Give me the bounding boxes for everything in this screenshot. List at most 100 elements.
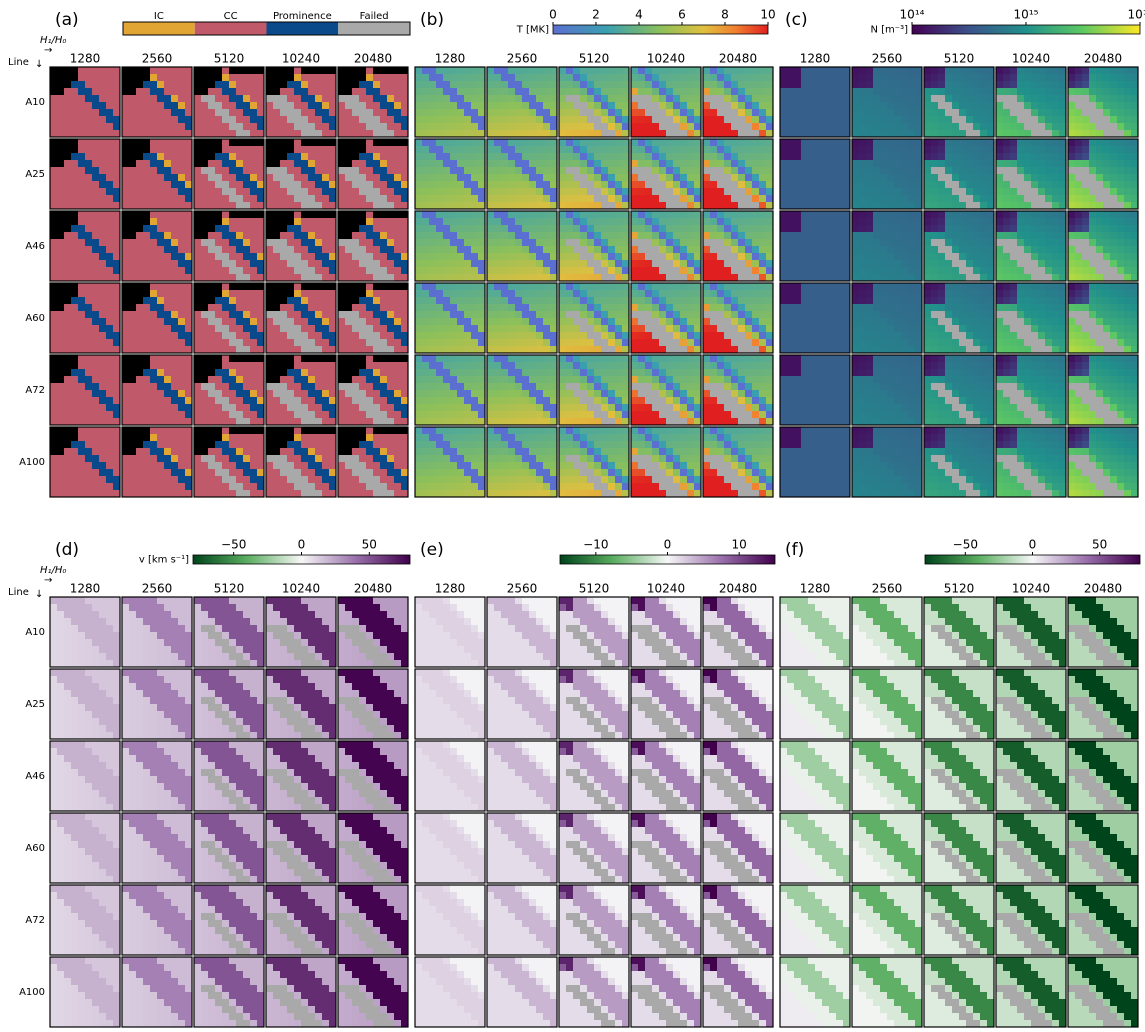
heatmap-cell (345, 95, 353, 103)
heatmap-cell (201, 346, 209, 354)
heatmap-cell (178, 283, 186, 291)
heatmap-cell (652, 297, 660, 305)
heatmap-cell (703, 188, 711, 196)
heatmap-cell (536, 311, 544, 319)
heatmap-cell (766, 232, 774, 240)
heatmap-cell (85, 211, 93, 219)
heatmap-cell (243, 325, 251, 333)
heatmap-cell (380, 67, 388, 75)
heatmap-frame (265, 138, 337, 210)
heatmap-cell (550, 109, 558, 117)
heatmap-cell (373, 346, 381, 354)
heatmap-cell (194, 441, 202, 449)
heatmap-cell (415, 167, 423, 175)
heatmap-cell (280, 434, 288, 442)
heatmap-cell (178, 462, 186, 470)
heatmap-cell (394, 174, 402, 182)
heatmap-cell (443, 88, 451, 96)
heatmap-cell (338, 404, 346, 412)
heatmap-cell (280, 355, 288, 363)
heatmap-cell (573, 297, 581, 305)
heatmap-cell (322, 397, 330, 405)
heatmap-cell (50, 274, 58, 282)
heatmap-cell (301, 346, 309, 354)
heatmap-cell (315, 369, 323, 377)
heatmap-cell (631, 195, 639, 203)
heatmap-cell (92, 434, 100, 442)
heatmap-cell (543, 160, 551, 168)
heatmap-cell (157, 404, 165, 412)
heatmap-cell (222, 376, 230, 384)
heatmap-cell (280, 267, 288, 275)
heatmap-cell (64, 188, 72, 196)
heatmap-cell (501, 102, 509, 110)
heatmap-cell (522, 232, 530, 240)
heatmap-cell (57, 81, 65, 89)
heatmap-cell (366, 311, 374, 319)
heatmap-cell (194, 188, 202, 196)
heatmap-cell (164, 490, 172, 498)
heatmap-cell (401, 462, 409, 470)
heatmap-cell (273, 195, 281, 203)
heatmap-cell (273, 448, 281, 456)
heatmap-cell (464, 160, 472, 168)
heatmap-cell (136, 260, 144, 268)
heatmap-cell (543, 318, 551, 326)
heatmap-cell (92, 67, 100, 75)
heatmap-cell (359, 441, 367, 449)
heatmap-cell (429, 239, 437, 247)
heatmap-cell (631, 246, 639, 254)
heatmap-cell (515, 218, 523, 226)
heatmap-cell (536, 139, 544, 147)
heatmap-cell (113, 283, 121, 291)
heatmap-cell (301, 411, 309, 419)
heatmap-cell (522, 146, 530, 154)
heatmap-cell (236, 304, 244, 312)
heatmap-cell (666, 267, 674, 275)
heatmap-cell (280, 274, 288, 282)
heatmap-cell (394, 441, 402, 449)
heatmap-cell (494, 174, 502, 182)
heatmap-cell (157, 355, 165, 363)
heatmap-cell (443, 81, 451, 89)
heatmap-cell (71, 390, 79, 398)
heatmap-cell (50, 441, 58, 449)
heatmap-cell (71, 67, 79, 75)
heatmap-cell (673, 188, 681, 196)
heatmap-cell (359, 274, 367, 282)
heatmap-cell (710, 246, 718, 254)
heatmap-cell (136, 455, 144, 463)
heatmap-cell (550, 74, 558, 82)
heatmap-cell (171, 232, 179, 240)
heatmap-cell (580, 311, 588, 319)
heatmap-cell (294, 404, 302, 412)
heatmap-cell (338, 441, 346, 449)
heatmap-cell (422, 232, 430, 240)
heatmap-cell (687, 283, 695, 291)
heatmap-cell (359, 383, 367, 391)
heatmap-cell (171, 267, 179, 275)
heatmap-cell (64, 418, 72, 426)
heatmap-cell (615, 218, 623, 226)
heatmap-cell (380, 483, 388, 491)
heatmap-cell (429, 67, 437, 75)
heatmap-cell (394, 434, 402, 442)
heatmap-cell (703, 123, 711, 131)
heatmap-cell (64, 369, 72, 377)
heatmap-cell (536, 232, 544, 240)
heatmap-cell (157, 218, 165, 226)
heatmap-cell (50, 490, 58, 498)
heatmap-cell (266, 418, 274, 426)
heatmap-cell (136, 174, 144, 182)
heatmap-cell (717, 123, 725, 131)
heatmap-cell (543, 283, 551, 291)
heatmap-cell (338, 290, 346, 298)
heatmap-frame (121, 282, 193, 354)
heatmap-cell (443, 130, 451, 138)
heatmap-cell (536, 146, 544, 154)
heatmap-cell (494, 211, 502, 219)
column-axis-label: H₁/H₀ (40, 35, 66, 46)
heatmap-cell (738, 174, 746, 182)
heatmap-frame (49, 138, 121, 210)
heatmap-cell (471, 167, 479, 175)
